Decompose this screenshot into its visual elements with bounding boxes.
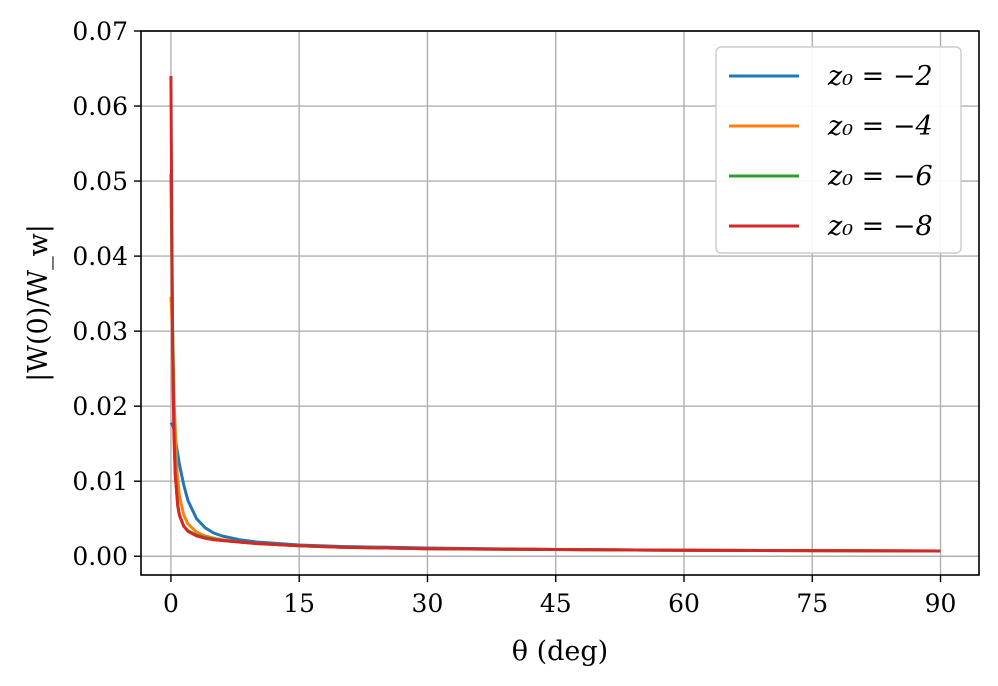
legend-label: z₀ = −4 — [827, 111, 933, 142]
legend: z₀ = −2 z₀ = −4 z₀ = −6 z₀ = −8 — [715, 46, 962, 254]
x-tick-label: 0 — [163, 589, 179, 618]
y-tick-label: 0.03 — [72, 317, 128, 346]
y-tick-label: 0.00 — [72, 542, 128, 571]
y-tick-label: 0.06 — [72, 92, 128, 121]
y-tick-label: 0.02 — [72, 392, 128, 421]
x-tick-label: 45 — [540, 589, 572, 618]
series-line-4 — [169, 76, 941, 553]
x-tick-label: 60 — [668, 589, 700, 618]
x-tick-label: 30 — [412, 589, 444, 618]
legend-box — [715, 46, 962, 254]
series-lines — [169, 76, 941, 553]
legend-label: z₀ = −8 — [827, 211, 933, 242]
y-tick-label: 0.01 — [72, 467, 128, 496]
x-tick-label: 75 — [796, 589, 828, 618]
axis-ticks: 0 15 30 45 60 75 90 0.00 0.01 0.02 0.03 0.04 0.05 0.0… — [72, 17, 956, 618]
legend-label: z₀ = −2 — [827, 61, 933, 92]
y-tick-label: 0.07 — [72, 17, 128, 46]
y-tick-label: 0.04 — [72, 242, 128, 271]
y-axis-label: |W(0)/W_w| — [23, 224, 54, 382]
x-axis-label: θ (deg) — [512, 636, 608, 667]
x-tick-label: 90 — [925, 589, 957, 618]
plot-frame — [140, 30, 980, 576]
y-tick-label: 0.05 — [72, 167, 128, 196]
legend-label: z₀ = −6 — [827, 161, 933, 192]
x-tick-label: 15 — [283, 589, 315, 618]
